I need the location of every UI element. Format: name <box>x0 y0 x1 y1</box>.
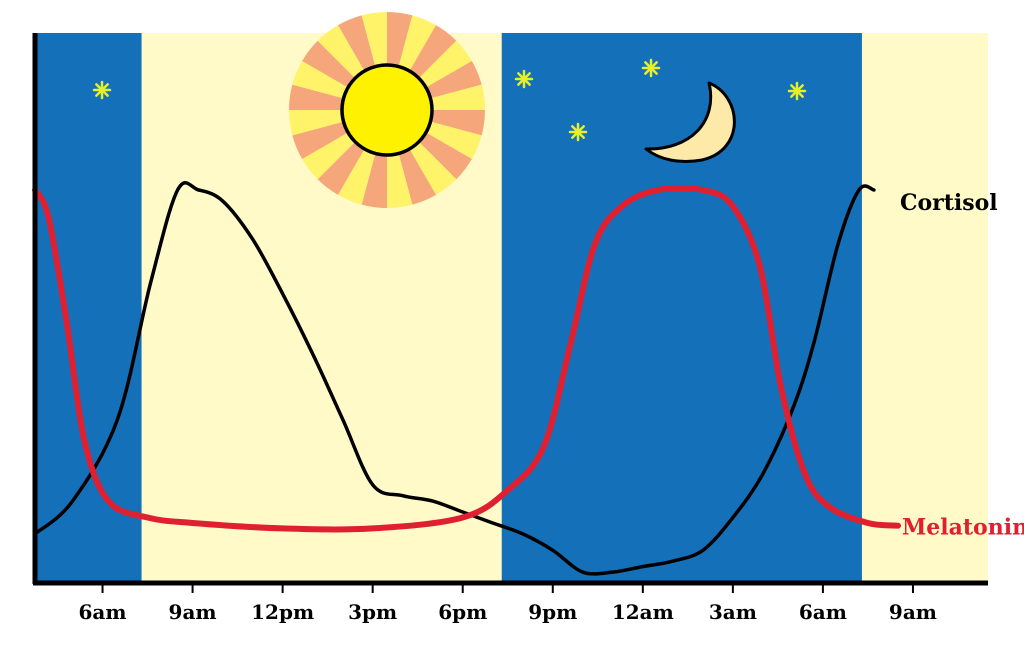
x-tick-label: 9am <box>169 600 217 624</box>
moon-icon <box>644 81 736 164</box>
x-tick-label: 3pm <box>348 600 397 624</box>
night-band-2 <box>501 33 862 583</box>
cortisol-label: Cortisol <box>900 190 998 216</box>
star-icon <box>641 58 661 78</box>
x-tick-label: 9am <box>889 600 937 624</box>
melatonin-label: Melatonin <box>902 515 1024 541</box>
series-lines <box>32 180 901 576</box>
x-tick-label: 12pm <box>251 600 314 624</box>
x-tick-label: 6am <box>79 600 127 624</box>
star-icon <box>92 80 112 100</box>
x-tick-label: 12am <box>612 600 674 624</box>
sun-icon <box>289 12 485 208</box>
x-tick-label: 6pm <box>438 600 487 624</box>
x-tick-label: 9pm <box>528 600 577 624</box>
x-ticks: 6am 9am 12pm 3pm 6pm 9pm 12am 3am 6am 9am <box>79 583 937 624</box>
melatonin-line <box>32 184 901 533</box>
series-labels: Cortisol Melatonin <box>900 190 1024 541</box>
x-tick-label: 6am <box>799 600 847 624</box>
decorations <box>92 12 807 208</box>
star-icon <box>787 81 807 101</box>
star-icon <box>514 69 534 89</box>
background-bands <box>35 33 988 583</box>
x-tick-label: 3am <box>709 600 757 624</box>
star-icon <box>568 122 588 142</box>
night-band-1 <box>35 33 142 583</box>
stars <box>92 58 807 142</box>
